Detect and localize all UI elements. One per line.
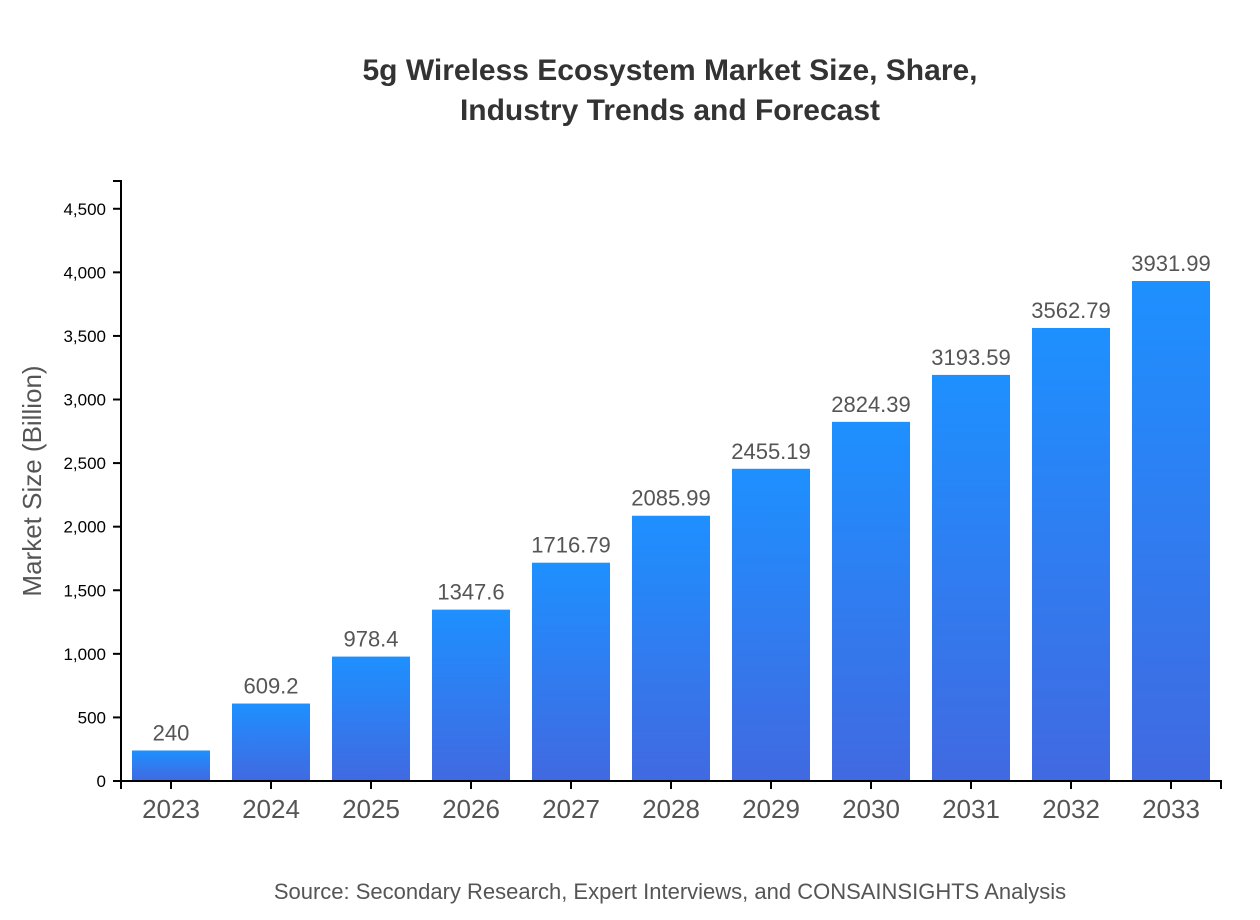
y-tick-label: 4,000 <box>63 263 106 282</box>
x-tick-label: 2028 <box>642 794 700 824</box>
data-label-2032: 3562.79 <box>1031 298 1111 323</box>
bar-2027 <box>532 562 610 781</box>
y-axis-line <box>113 180 122 782</box>
chart-title-line-2: Industry Trends and Forecast <box>460 94 880 127</box>
bar-2033 <box>1132 281 1210 781</box>
data-label-2033: 3931.99 <box>1131 251 1211 276</box>
y-axis-label: Market Size (Billion) <box>17 365 47 596</box>
x-tick-label: 2027 <box>542 794 600 824</box>
bar-2030 <box>832 421 910 781</box>
y-tick-label: 2,500 <box>63 454 106 473</box>
bar-2028 <box>632 515 710 781</box>
x-tick-label: 2030 <box>842 794 900 824</box>
x-tick-label: 2025 <box>342 794 400 824</box>
data-label-2030: 2824.39 <box>831 392 911 417</box>
y-tick-label: 2,000 <box>63 518 106 537</box>
x-tick-label: 2026 <box>442 794 500 824</box>
y-tick-label: 500 <box>78 708 106 727</box>
x-tick-label: 2032 <box>1042 794 1100 824</box>
bar-2031 <box>932 374 1010 781</box>
bar-2029 <box>732 468 810 781</box>
data-label-2031: 3193.59 <box>931 345 1011 370</box>
y-tick-label: 1,000 <box>63 645 106 664</box>
data-label-2026: 1347.6 <box>437 580 504 605</box>
x-tick-label: 2023 <box>142 794 200 824</box>
x-tick-label: 2029 <box>742 794 800 824</box>
x-tick-label: 2033 <box>1142 794 1200 824</box>
source-note: Source: Secondary Research, Expert Inter… <box>274 879 1066 904</box>
bar-2032 <box>1032 327 1110 781</box>
data-label-2025: 978.4 <box>343 627 398 652</box>
y-tick-label: 3,000 <box>63 391 106 410</box>
data-label-2029: 2455.19 <box>731 439 811 464</box>
x-axis-line <box>120 780 1222 789</box>
y-tick-label: 3,500 <box>63 327 106 346</box>
y-tick-label: 1,500 <box>63 581 106 600</box>
y-tick-label: 0 <box>97 772 106 791</box>
bar-2024 <box>232 703 310 781</box>
x-tick-label: 2031 <box>942 794 1000 824</box>
data-label-2024: 609.2 <box>243 674 298 699</box>
data-label-2028: 2085.99 <box>631 486 711 511</box>
bar-2025 <box>332 656 410 781</box>
x-tick-label: 2024 <box>242 794 300 824</box>
bar-2026 <box>432 609 510 781</box>
y-tick-label: 4,500 <box>63 200 106 219</box>
data-label-2027: 1716.79 <box>531 533 611 558</box>
chart-title-line-1: 5g Wireless Ecosystem Market Size, Share… <box>362 54 977 87</box>
data-label-2023: 240 <box>153 720 190 745</box>
bar-2023 <box>132 750 210 781</box>
